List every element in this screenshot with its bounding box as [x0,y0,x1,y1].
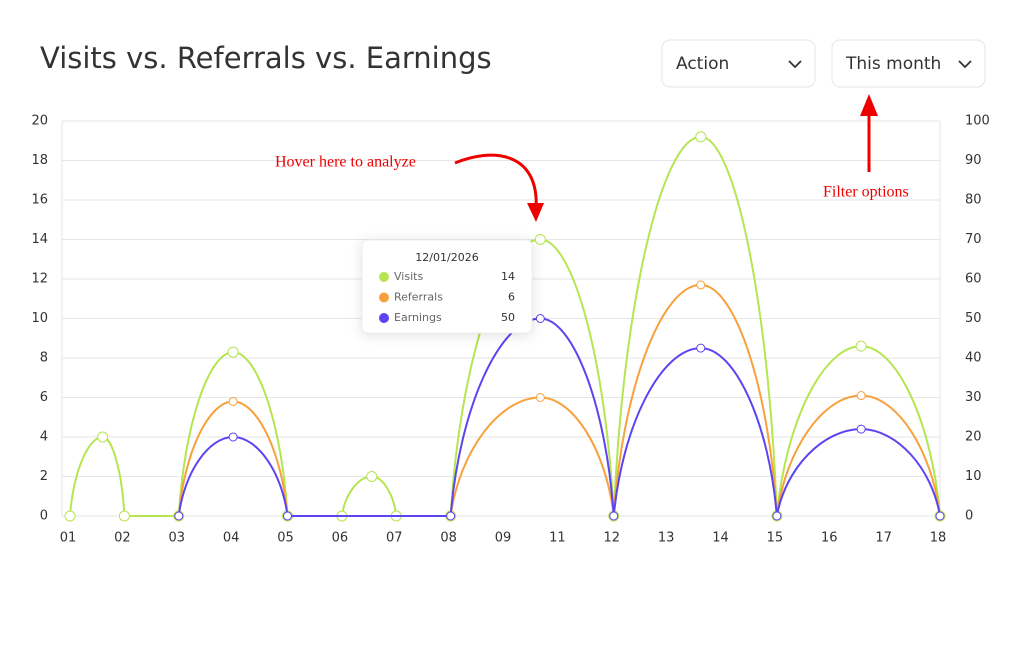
y2-tick-label: 50 [965,311,982,326]
x-tick-label: 06 [332,531,349,546]
annotation: Hover here to analyze [275,154,416,171]
y-tick-label: 16 [31,193,48,208]
x-tick-label: 18 [930,531,947,546]
point [695,131,707,143]
x-tick-label: 13 [658,531,675,546]
point [772,511,782,521]
point [696,280,706,290]
point [935,511,945,521]
point [283,511,292,521]
x-tick-label: 16 [821,531,838,546]
point [174,511,184,521]
x-tick-label: 07 [386,531,403,546]
y2-tick-label: 90 [965,153,982,168]
point [228,396,238,406]
tooltip-value: 50 [501,311,515,324]
y-tick-label: 18 [31,153,48,168]
y2-tick-label: 0 [965,509,973,524]
point [534,234,546,245]
point [446,511,456,521]
action-dropdown[interactable] [661,39,816,88]
tooltip-label: Visits [394,270,423,283]
y2-tick-label: 20 [965,430,982,445]
point [535,393,545,402]
y-tick-label: 0 [40,509,48,524]
tooltip: 12/01/2026 Visits 14 Referrals 6 Earnings 50 [361,239,533,334]
y-tick-label: 6 [40,390,48,405]
tooltip-box [361,239,533,334]
x-tick-label: 04 [223,531,240,546]
period-dropdown[interactable] [831,39,986,88]
point [856,424,866,434]
tooltip-title: 12/01/2026 [415,251,478,264]
x-tick-label: 12 [603,531,620,546]
plot: 0246810121416182001020304050607080901000… [31,114,989,546]
x-tick-label: 03 [168,531,185,546]
x-tick-label: 14 [712,531,729,546]
tooltip-value: 14 [501,270,515,283]
point [228,432,238,442]
y2-tick-label: 60 [965,272,982,287]
annotation: Filter options [823,184,909,201]
x-tick-label: 09 [495,531,512,546]
tooltip-label: Earnings [394,311,442,324]
y-tick-label: 2 [40,469,48,484]
series-line [177,317,941,517]
chevron [958,60,972,69]
y2-tick-label: 100 [965,114,990,129]
point [855,340,867,352]
x-tick-label: 01 [60,531,77,546]
y-tick-label: 12 [31,272,48,287]
y2-tick-label: 30 [965,390,982,405]
point [696,343,706,353]
point [366,471,378,482]
point [535,314,545,323]
chevron [788,60,802,69]
point [118,510,130,522]
y-tick-label: 14 [31,232,48,247]
chart-title: Visits vs. Referrals vs. Earnings [40,41,492,75]
y2-tick-label: 70 [965,232,982,247]
point [227,346,239,358]
x-tick-label: 02 [114,531,131,546]
legend-dot [379,292,389,303]
y2-tick-label: 40 [965,351,982,366]
tooltip-label: Referrals [394,291,443,304]
x-tick-label: 17 [875,531,892,546]
annotation-arrow [454,153,538,211]
x-tick-label: 08 [440,531,457,546]
legend-dot [379,272,389,282]
point [609,511,619,521]
y-tick-label: 10 [31,311,48,326]
arrowhead [860,94,878,116]
x-tick-label: 05 [277,531,294,546]
y-tick-label: 4 [40,430,48,445]
series-line [177,283,941,517]
point [64,510,76,522]
x-tick-label: 11 [549,531,566,546]
point [856,391,866,401]
y2-tick-label: 80 [965,193,982,208]
dropdown-label: This month [845,54,941,74]
tooltip-value: 6 [508,291,515,304]
y2-tick-label: 10 [965,469,982,484]
legend-dot [379,313,389,323]
arrowhead [527,203,544,222]
point [97,431,109,443]
y-tick-label: 20 [31,114,48,129]
y-tick-label: 8 [40,351,48,366]
dropdown-label: Action [676,54,729,74]
x-tick-label: 15 [767,531,784,546]
